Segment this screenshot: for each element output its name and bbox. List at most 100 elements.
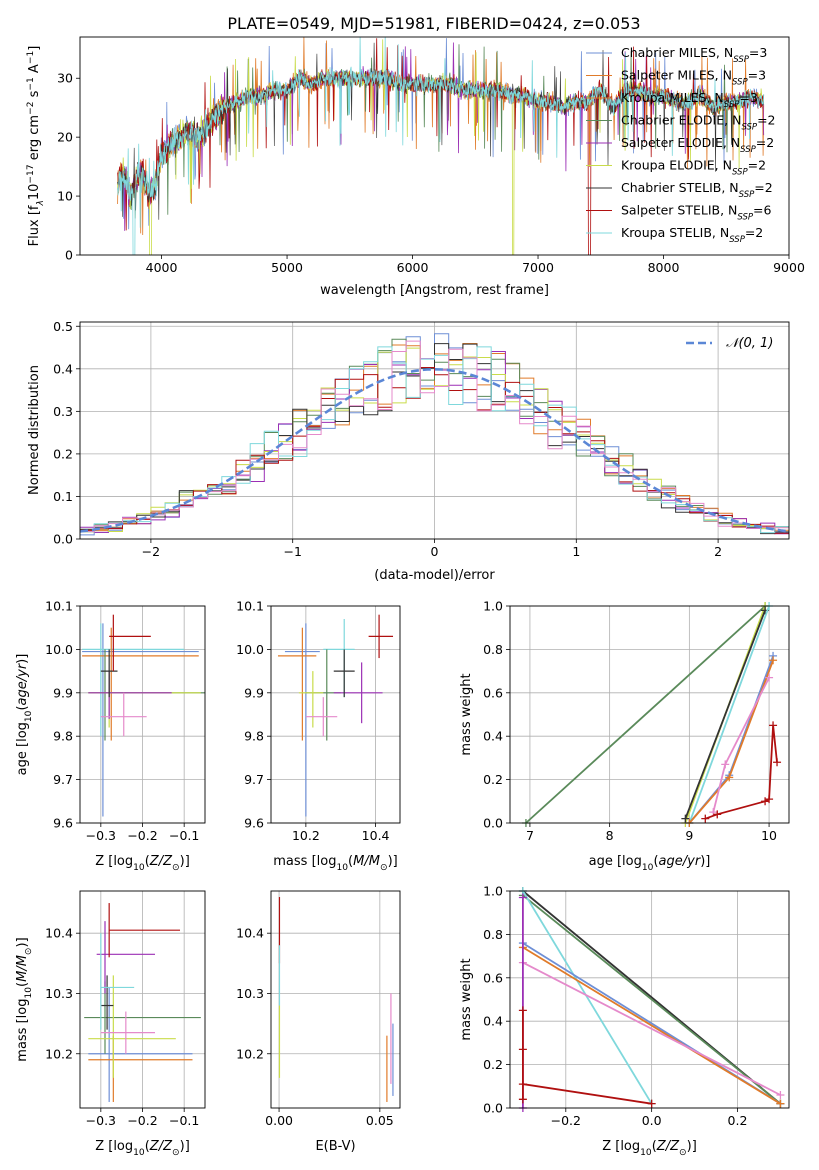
x-tick-label: −0.2 <box>551 1113 581 1128</box>
y-tick-label: 0.8 <box>483 927 503 942</box>
axes-frame <box>79 890 206 1109</box>
x-tick-label: 10 <box>761 828 777 843</box>
y-tick-label: 30 <box>57 71 73 86</box>
x-tick-label: 6000 <box>397 260 429 275</box>
x-tick-label: 0.00 <box>265 1113 293 1128</box>
axes-spectrum: 4000 5000 6000 7000 8000 9000 0 10 20 30 Chabrier … <box>26 36 805 298</box>
weight-marker <box>765 795 774 804</box>
y-tick-label: 9.9 <box>53 685 73 700</box>
legend-entry: Chabrier STELIB, NSSP=2 <box>621 180 773 200</box>
weight-vs-age-xlabel: age [log10(age/yr)] <box>589 854 711 873</box>
y-tick-label: 9.6 <box>53 816 73 831</box>
age-vs-Z-xlabel: Z [log10(Z/Z⊙)] <box>95 854 190 873</box>
y-tick-label: 0.6 <box>483 685 503 700</box>
x-tick-label: −0.3 <box>86 828 116 843</box>
mass-vs-EBV-xlabel: E(B-V) <box>315 1139 355 1154</box>
y-tick-label: 0.1 <box>53 489 73 504</box>
y-tick-label: 9.9 <box>244 685 264 700</box>
y-tick-label: 10.1 <box>45 599 73 614</box>
y-tick-label: 10.1 <box>236 599 264 614</box>
errorbar-point <box>88 649 205 741</box>
errorbar-point <box>88 1035 193 1102</box>
x-tick-label: −1 <box>283 544 301 559</box>
weight-marker <box>769 721 778 730</box>
y-tick-label: 9.7 <box>53 772 73 787</box>
weight-series-line <box>522 890 653 1105</box>
y-tick-label: 10.3 <box>236 986 264 1001</box>
errorbar-point <box>333 662 383 724</box>
errorbar-point <box>82 623 185 737</box>
spectrum-xlabel: wavelength [Angstrom, rest frame] <box>320 283 549 298</box>
y-tick-label: 10.0 <box>236 642 264 657</box>
weight-vs-age-ylabel: mass weight <box>459 673 474 755</box>
errorbar-point <box>88 975 176 1078</box>
x-tick-label: −0.3 <box>86 1113 116 1128</box>
axes-frame <box>509 890 790 1109</box>
x-tick-label: 9 <box>685 828 693 843</box>
axes-weight-vs-Z: −0.2 0.0 0.2 0.0 0.2 0.4 0.6 0.8 1.0 Z [log10(Z/Z… <box>459 884 790 1158</box>
legend-entry: Chabrier ELODIE, NSSP=2 <box>621 113 776 133</box>
x-tick-label: −0.2 <box>127 828 157 843</box>
y-tick-label: 0.6 <box>483 970 503 985</box>
weight-marker <box>769 656 778 665</box>
errorbar-point <box>333 649 355 698</box>
weight-series-line <box>525 605 766 824</box>
errorbar-point <box>96 921 155 994</box>
weight-marker <box>721 760 730 769</box>
x-tick-label: 1 <box>572 544 580 559</box>
y-tick-label: 0.3 <box>53 404 73 419</box>
x-tick-label: 0 <box>431 544 439 559</box>
y-tick-label: 0.2 <box>483 1057 503 1072</box>
errorbar-point <box>368 614 394 659</box>
weight-marker <box>701 814 710 823</box>
axes-mass-vs-EBV: 0.00 0.05 10.2 10.3 10.4 E(B-V) <box>236 890 401 1154</box>
legend-entry: Kroupa STELIB, NSSP=2 <box>621 225 763 245</box>
weight-marker <box>773 758 782 767</box>
y-tick-label: 0.4 <box>483 729 503 744</box>
weight-marker <box>776 1099 785 1108</box>
legend-entry: Salpeter MILES, NSSP=3 <box>621 68 766 88</box>
y-tick-label: 10.4 <box>45 926 73 941</box>
weight-series-line <box>688 659 774 824</box>
y-tick-label: 10.2 <box>45 1046 73 1061</box>
weight-marker <box>647 1099 656 1108</box>
y-tick-label: 0.2 <box>483 772 503 787</box>
histogram-step-line <box>80 367 789 534</box>
age-vs-mass-xlabel: mass [log10(M/M⊙)] <box>273 854 397 873</box>
legend-entry: Chabrier MILES, NSSP=3 <box>621 45 767 65</box>
errorbar-point <box>100 933 135 1030</box>
axes-frame <box>270 890 401 1109</box>
weight-marker <box>518 1006 527 1015</box>
y-tick-label: 0.8 <box>483 642 503 657</box>
weight-marker <box>713 810 722 819</box>
weight-marker <box>518 893 527 902</box>
y-tick-label: 0 <box>65 248 73 263</box>
errorbar-point <box>108 903 180 958</box>
axes-frame <box>79 36 790 256</box>
weight-marker <box>681 814 690 823</box>
x-tick-label: 8000 <box>648 260 680 275</box>
x-tick-label: 2 <box>714 544 722 559</box>
mass-vs-Z-xlabel: Z [log10(Z/Z⊙)] <box>95 1139 190 1158</box>
axes-weight-vs-age: 7 8 9 10 0.0 0.2 0.4 0.6 0.8 1.0 age [log10(age/yr… <box>459 599 790 873</box>
weight-series-line <box>522 946 781 1105</box>
errorbar-point <box>100 692 147 737</box>
weight-series-line <box>522 894 781 1105</box>
weight-marker <box>725 773 734 782</box>
axes-residuals: −2 −1 0 1 2 0.0 0.1 0.2 0.3 0.4 0.5 𝒩(0, 1) (data-mo… <box>27 319 790 583</box>
legend-entry: Kroupa ELODIE, NSSP=2 <box>621 158 766 178</box>
errorbar-point <box>305 697 338 737</box>
axes-age-vs-mass: 10.2 10.4 9.6 9.7 9.8 9.9 10.0 10.1 mass [log10(… <box>236 599 401 873</box>
normal-curve <box>79 367 790 533</box>
weight-marker <box>518 1095 527 1104</box>
y-tick-label: 9.8 <box>244 729 264 744</box>
y-tick-label: 0.4 <box>53 361 73 376</box>
spectrum-ylabel: Flux [fλ10−17 erg cm−2 s−1 A−1] <box>26 46 46 247</box>
x-tick-label: 10.4 <box>362 828 390 843</box>
weight-vs-Z-ylabel: mass weight <box>459 958 474 1040</box>
spectrum-legend: Chabrier MILES, NSSP=3 Salpeter MILES, NS… <box>586 45 776 245</box>
errorbar-point <box>277 627 317 741</box>
histogram-step-line <box>80 340 789 533</box>
weight-series-line <box>522 1010 652 1105</box>
